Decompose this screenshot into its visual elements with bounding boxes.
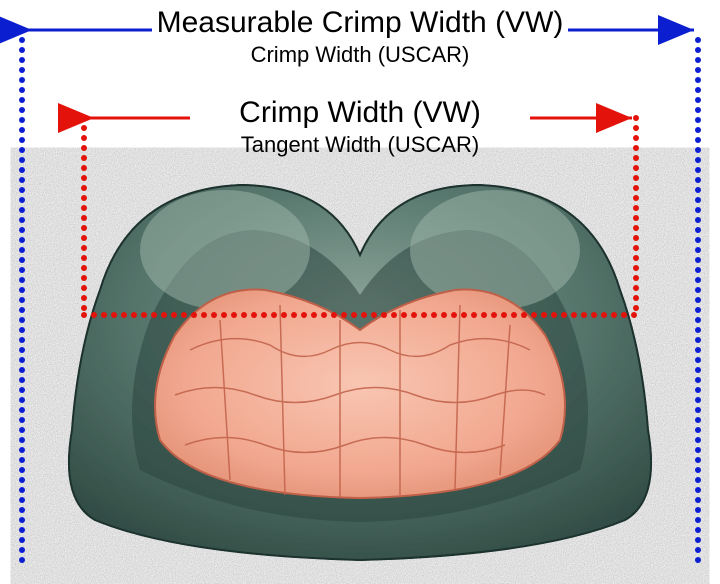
lobe-left-highlight [140,190,310,310]
measurable-sub-text: Crimp Width (USCAR) [0,42,720,68]
wire-bundle [155,290,565,498]
red-dotted-bottom [81,312,637,318]
crimp-metal-shadow [132,230,588,522]
lobe-right-highlight [410,190,580,310]
red-dotted-right [633,115,639,311]
measurable-width-label: Measurable Crimp Width (VW) Crimp Width … [0,6,720,68]
tangent-main-text: Crimp Width (VW) [0,96,720,130]
wire-strand-lines [175,305,545,498]
crimp-metal-body [69,185,651,560]
tangent-sub-text: Tangent Width (USCAR) [0,132,720,158]
blue-dotted-right [695,37,701,563]
blue-dotted-left [19,37,25,563]
red-dotted-left [81,115,87,311]
tangent-width-label: Crimp Width (VW) Tangent Width (USCAR) [0,96,720,158]
measurable-main-text: Measurable Crimp Width (VW) [0,6,720,40]
crimp-cross-section [69,185,651,560]
diagram-stage: Measurable Crimp Width (VW) Crimp Width … [0,0,720,584]
diagram-svg [0,0,720,584]
